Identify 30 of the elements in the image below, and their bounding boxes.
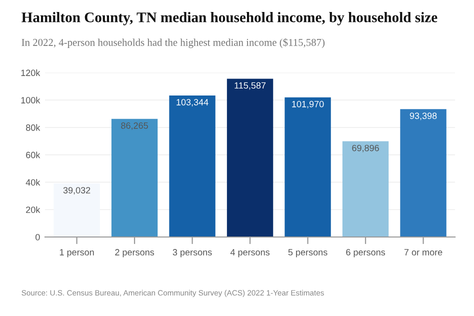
x-tick-label: 6 persons <box>346 249 386 258</box>
x-tick-label: 5 persons <box>288 249 328 258</box>
data-label: 86,265 <box>121 122 148 130</box>
data-label: 103,344 <box>176 99 208 106</box>
data-label: 93,398 <box>410 112 437 120</box>
chart-title: Hamilton County, TN median household income, by household size <box>22 12 438 26</box>
y-tick-label: 80k <box>26 124 40 131</box>
bar <box>54 184 100 237</box>
bar <box>400 109 446 237</box>
bar <box>342 141 389 237</box>
bar <box>111 118 158 237</box>
y-tick-label: 0 <box>36 234 40 240</box>
x-tick-label: 2 persons <box>115 249 154 258</box>
chart-subtitle: In 2022, 4-person households had the highest median income ($115,587) <box>22 38 325 48</box>
y-tick-label: 60k <box>26 152 40 158</box>
data-label: 115,587 <box>234 82 266 90</box>
y-tick-label: 20k <box>26 206 40 213</box>
x-tick-label: 1 person <box>60 249 94 258</box>
data-label: 69,896 <box>352 144 379 152</box>
bar <box>284 97 331 237</box>
data-label: 101,970 <box>292 100 324 108</box>
y-tick-label: 100k <box>21 96 40 104</box>
bar <box>226 78 274 237</box>
data-label: 39,032 <box>63 187 90 195</box>
x-tick-label: 4 persons <box>230 249 270 258</box>
y-tick-label: 40k <box>26 178 40 186</box>
x-tick-label: 7 or more <box>404 249 442 256</box>
y-tick-label: 120k <box>21 69 40 76</box>
x-tick-label: 3 persons <box>172 249 212 258</box>
bar <box>169 95 216 237</box>
